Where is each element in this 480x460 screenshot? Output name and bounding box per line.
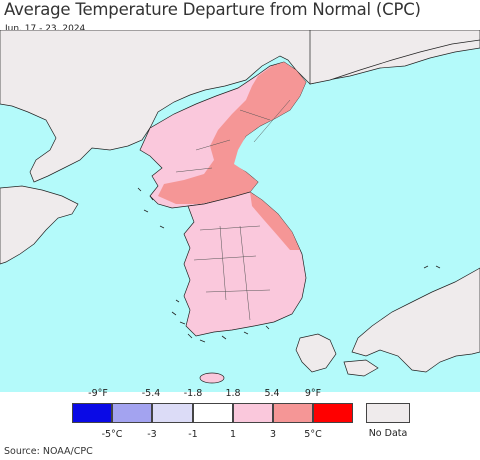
legend-swatch: [233, 403, 273, 423]
map-subtitle: Jun. 17 - 23, 2024: [5, 24, 86, 34]
legend-swatch: [193, 403, 233, 423]
shandong-peninsula: [0, 185, 79, 265]
legend-f-tick: -1.8: [183, 388, 203, 399]
legend-f-tick: 5.4: [264, 388, 280, 399]
legend-f-tick: -5.4: [141, 388, 161, 399]
legend-f-tick: 9°F: [304, 388, 322, 399]
legend-c-tick: 5°C: [304, 429, 322, 440]
legend-swatch: [112, 403, 152, 423]
legend-swatch: [313, 403, 353, 423]
no-data-label: No Data: [368, 428, 408, 439]
russia-coast: [309, 30, 480, 85]
legend-c-tick: 1: [229, 429, 237, 440]
warm-anomaly-east-coast: [250, 192, 300, 250]
map-panel: [0, 30, 480, 392]
warm-anomaly-north: [158, 62, 306, 204]
no-data-swatch: [366, 403, 410, 423]
legend-f-tick: 1.8: [225, 388, 241, 399]
japan-shikoku: [343, 359, 379, 377]
legend-c-tick: 3: [269, 429, 277, 440]
map-title: Average Temperature Departure from Norma…: [4, 0, 421, 19]
legend-c-tick: -3: [147, 429, 157, 440]
legend-swatch: [152, 403, 193, 423]
japan-kyushu: [295, 333, 337, 373]
legend-f-tick: -9°F: [88, 388, 108, 399]
coastal-islands: [137, 187, 441, 343]
legend-swatch: [72, 403, 112, 423]
source-credit: Source: NOAA/CPC: [4, 446, 93, 457]
japan-honshu: [351, 267, 480, 373]
temperature-map: [0, 30, 480, 392]
legend-c-tick: -1: [188, 429, 198, 440]
legend: -9°F -5.4 -1.8 1.8 5.4 9°F -5°C -3 -1 1 …: [0, 388, 480, 443]
legend-swatch: [273, 403, 313, 423]
province-borders: [175, 99, 291, 321]
legend-c-tick: -5°C: [101, 429, 123, 440]
jeju-island: [199, 372, 225, 384]
